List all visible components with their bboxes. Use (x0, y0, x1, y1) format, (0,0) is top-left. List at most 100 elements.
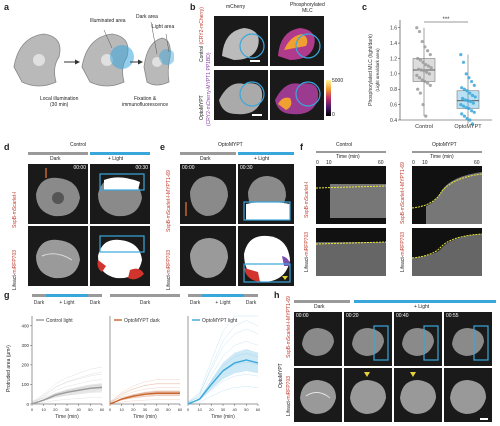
x-tick-label: 0 (31, 407, 34, 412)
data-point (460, 112, 464, 116)
d-row1: SspB-mScarlet-I (12, 192, 18, 228)
f-tick0b: 0 (412, 160, 415, 166)
x-tick-label: 30 (143, 407, 148, 412)
data-point (473, 95, 477, 99)
caption-line: Fixation & (133, 96, 157, 102)
row-text: (CRY2-mCherry) (199, 7, 205, 45)
panel-g-label: g (4, 290, 10, 300)
cbar-min: 0 (332, 112, 335, 118)
timestamp: 00:30 (135, 165, 148, 171)
image-h-lifeact-2 (344, 368, 392, 422)
data-point (428, 83, 432, 87)
light-area-label: Light area (152, 24, 175, 30)
image-b-control-pmlc (270, 16, 324, 66)
image-h-lifeact-4 (444, 368, 492, 422)
data-point (464, 106, 468, 110)
trace-line (187, 315, 258, 403)
data-point (471, 101, 475, 105)
d-light-label: + Light (108, 156, 124, 162)
y-tick-label: 1.4 (390, 41, 397, 47)
trace-line (109, 383, 180, 402)
x-tick-label: 0 (187, 407, 190, 412)
panel-a-caption1: Local illumination (30 min) (40, 96, 78, 108)
image-h-sspb-1: 00:00 (294, 312, 342, 366)
f-tick10b: 10 (422, 160, 428, 166)
row-text: miRFP703 (166, 249, 172, 274)
timestamp: 00:00 (73, 165, 86, 171)
e-light-label: + Light (254, 156, 270, 162)
panel-a-caption2: Fixation & immunofluorescence (122, 96, 168, 108)
data-point (470, 109, 474, 113)
bar-label: Dark (90, 300, 101, 306)
row-text: (CRY2-mCherry- (206, 88, 212, 126)
time-axis-bar (412, 151, 482, 153)
kymo-control-sspb (316, 166, 386, 224)
timestamp: 00:00 (182, 165, 195, 171)
mean-line (187, 359, 259, 405)
data-point (472, 110, 476, 114)
e-row2: Lifeact-miRFP703 (166, 250, 172, 290)
x-tick-label: 60 (256, 407, 261, 412)
timestamp: 00:00 (296, 313, 309, 319)
data-point (415, 73, 419, 77)
panel-e-label: e (160, 142, 166, 152)
y-axis-label-sub: (Light area/dark area) (375, 48, 380, 92)
f-row1b: SspB-mScarlet-I-MYPT1-69 (400, 162, 406, 224)
image-b-control-mcherry (214, 16, 268, 66)
bar-label: Dark (34, 300, 45, 306)
significance-label: *** (442, 17, 450, 23)
data-point (420, 78, 424, 82)
x-axis-label: Time (min) (55, 414, 79, 420)
f-row1a: SspB-mScarlet-I (304, 181, 310, 218)
legend-label: OptoMYPT light (202, 318, 238, 324)
h-light-label: + Light (414, 304, 430, 310)
image-d-light-lifeact (90, 226, 150, 286)
trace-line (109, 387, 180, 403)
f-row2a: Lifeact-miRFP703 (304, 232, 310, 272)
panel-c-boxplot: 0.4 0.6 0.8 1.0 1.2 1.4 1.6 Phosphorylated MLC … (368, 17, 492, 130)
error-band (188, 349, 258, 404)
data-point (416, 56, 420, 61)
dark-area-label: Dark area (136, 14, 158, 20)
data-point (462, 114, 466, 118)
f-tick0: 0 (316, 160, 319, 166)
f-title1: Control (336, 142, 353, 148)
trace-line (109, 391, 180, 402)
x-tick-label: 30 (65, 407, 70, 412)
dark-bar (180, 152, 236, 155)
image-h-sspb-4: 00:55 (444, 312, 492, 366)
panel-h-label: h (274, 290, 280, 300)
x-tick-label: 60 (178, 407, 183, 412)
trace-line (31, 386, 103, 402)
data-point (415, 26, 419, 30)
trace-line (31, 397, 103, 405)
data-point (469, 99, 473, 104)
image-h-sspb-3: 00:40 (394, 312, 442, 366)
f-tick10: 10 (326, 160, 332, 166)
data-point (470, 122, 475, 126)
f-time1: Time (min) (336, 154, 360, 160)
row-text: MYPT1-69 (400, 162, 406, 186)
data-point (424, 63, 428, 67)
data-point (417, 67, 421, 71)
kymo-opto-sspb (412, 166, 482, 224)
panel-e-title: OptoMYPT (218, 142, 243, 148)
row-text: Lifeact- (400, 255, 406, 272)
trace-line (31, 366, 103, 403)
image-e-light-sspb: 00:30 (238, 164, 294, 224)
dark-bar (32, 294, 46, 297)
y-tick-label: 0.6 (390, 102, 397, 108)
panel-a-schematic (13, 21, 174, 87)
trace-line (109, 391, 180, 405)
error-band (32, 383, 102, 404)
h-row2: Lifeact-miRFP703 (286, 376, 292, 416)
trace-line (109, 379, 180, 403)
row-text: Lifeact- (12, 273, 18, 290)
data-point (417, 29, 422, 34)
trace-line (109, 383, 180, 405)
legend-label: Control light (46, 318, 73, 324)
x-tick-label: 0 (109, 407, 112, 412)
cbar-max: 5000 (332, 78, 344, 84)
nucleus (33, 54, 45, 66)
